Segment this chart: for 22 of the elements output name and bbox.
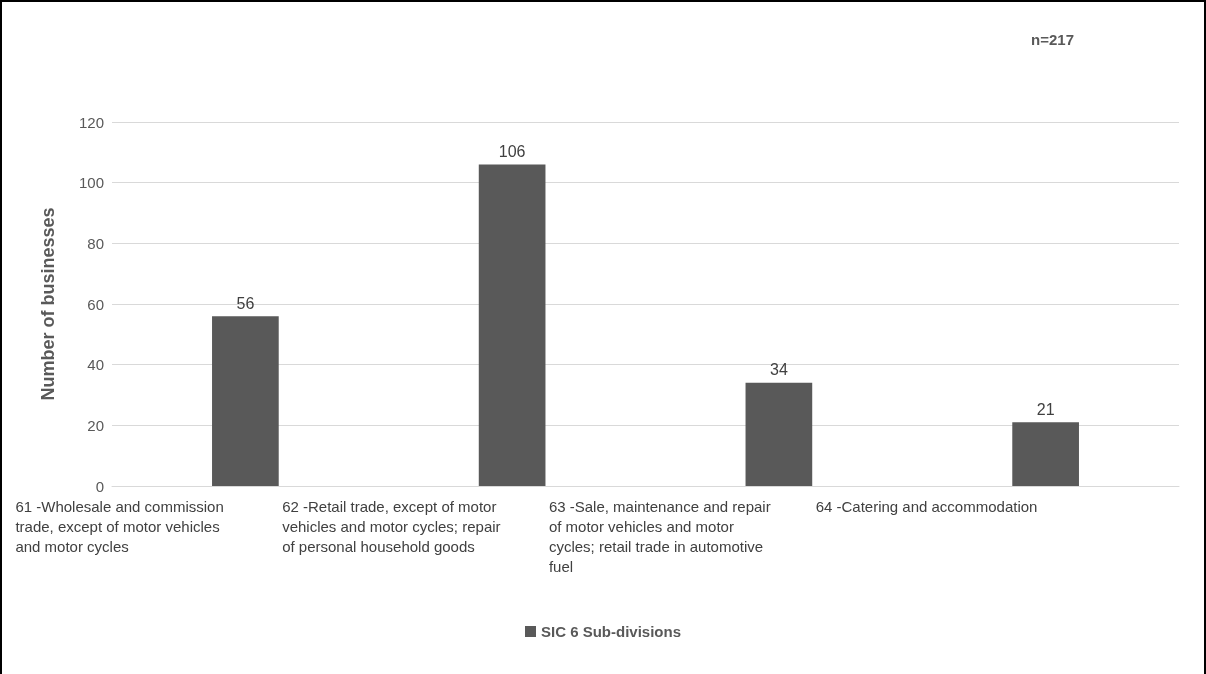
y-tick-label: 40 bbox=[87, 356, 104, 374]
bar bbox=[478, 164, 546, 486]
y-tick-label: 100 bbox=[78, 174, 104, 192]
data-label: 21 bbox=[1036, 400, 1055, 418]
y-tick-label: 20 bbox=[87, 416, 104, 434]
text: n=217 bbox=[1031, 31, 1074, 48]
legend-label: SIC 6 Sub-divisions bbox=[540, 623, 682, 640]
data-label: 106 bbox=[498, 142, 526, 160]
x-tick-label: 61 -Wholesale and commission trade, except of motor vehicles and motor cycles bbox=[15, 497, 228, 555]
bar bbox=[745, 382, 813, 486]
bar bbox=[212, 316, 279, 486]
y-tick-label: 80 bbox=[87, 234, 104, 252]
bar bbox=[1012, 422, 1079, 486]
data-label: 56 bbox=[236, 294, 255, 312]
x-tick-label: 63 -Sale, maintenance and repair of motor vehicles and motor cycles; retail trade in automotive fuel bbox=[548, 497, 775, 575]
x-tick-label: 62 -Retail trade, except of motor vehicles and motor cycles; repair of personal household goods bbox=[282, 497, 505, 555]
y-tick-label: 0 bbox=[95, 477, 104, 495]
data-label: 34 bbox=[769, 361, 788, 379]
y-axis-title: Number of businesses bbox=[38, 207, 58, 401]
y-tick-label: 120 bbox=[78, 113, 104, 131]
x-tick-label: 64 -Catering and accommodation bbox=[815, 497, 1038, 515]
y-tick-label: 60 bbox=[87, 295, 104, 313]
